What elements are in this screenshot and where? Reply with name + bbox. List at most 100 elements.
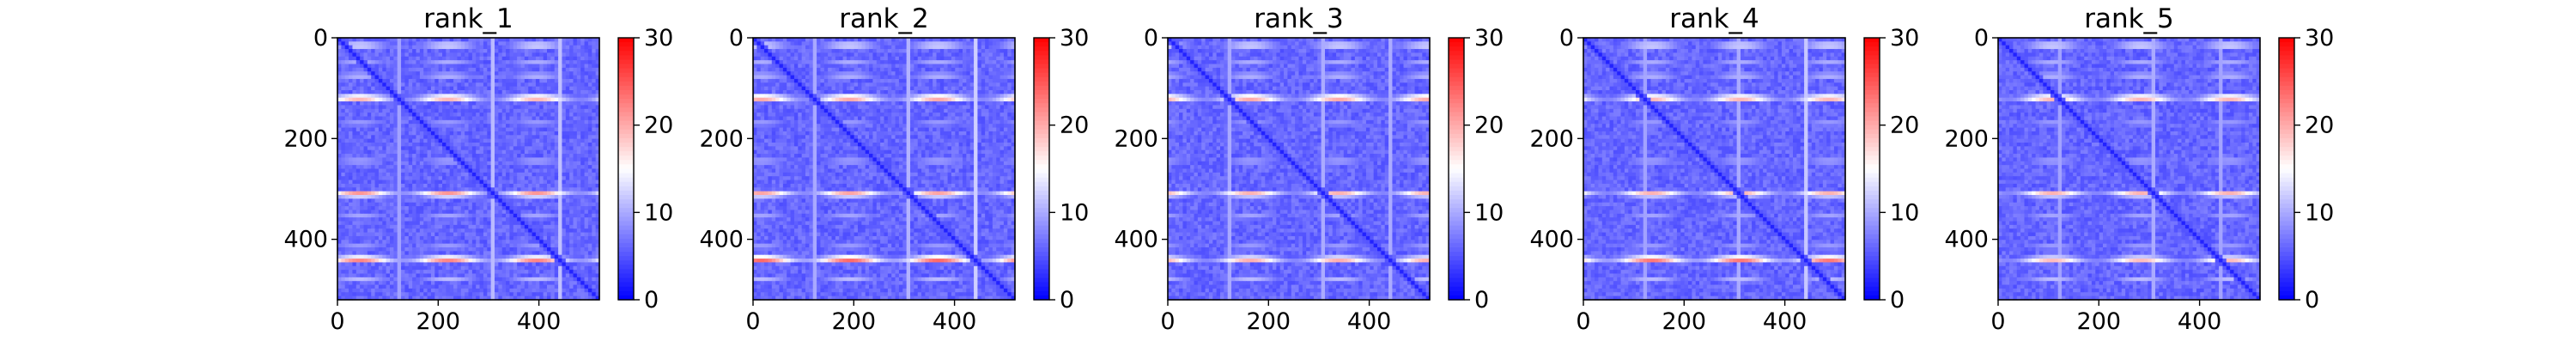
heatmap-cell — [495, 117, 499, 121]
heatmap-cell — [469, 154, 473, 158]
heatmap-cell — [428, 87, 432, 91]
heatmap-cell — [398, 289, 402, 293]
heatmap-cell — [574, 101, 578, 106]
heatmap-cell — [544, 180, 548, 185]
colorbar-segment — [618, 191, 634, 196]
heatmap-cell — [401, 49, 405, 53]
heatmap-cell — [517, 240, 521, 244]
heatmap-cell — [588, 292, 592, 296]
heatmap-cell — [442, 161, 447, 166]
heatmap-cell — [483, 98, 488, 102]
heatmap-cell — [521, 281, 526, 285]
heatmap-cell — [442, 266, 447, 271]
heatmap-cell — [360, 98, 364, 102]
heatmap-cell — [368, 113, 372, 117]
heatmap-cell — [446, 165, 450, 169]
heatmap-cell — [585, 247, 589, 252]
heatmap-cell — [434, 192, 439, 196]
heatmap-cell — [379, 135, 383, 139]
heatmap-cell — [513, 251, 518, 255]
heatmap-cell — [569, 94, 574, 98]
heatmap-cell — [345, 210, 349, 214]
heatmap-cell — [375, 184, 380, 188]
heatmap-cell — [495, 101, 499, 106]
heatmap-cell — [428, 131, 432, 136]
heatmap-cell — [390, 120, 394, 125]
heatmap-cell — [566, 274, 570, 278]
heatmap-cell — [412, 124, 416, 128]
heatmap-cell — [450, 109, 454, 113]
heatmap-cell — [420, 143, 424, 147]
heatmap-cell — [480, 173, 484, 177]
heatmap-cell — [416, 157, 421, 161]
heatmap-cell — [379, 203, 383, 207]
heatmap-cell — [558, 255, 562, 259]
heatmap-cell — [349, 187, 353, 192]
heatmap-cell — [398, 247, 402, 252]
heatmap-cell — [592, 281, 596, 285]
heatmap-cell — [412, 176, 416, 180]
heatmap-cell — [469, 259, 473, 263]
heatmap-cell — [483, 277, 488, 282]
heatmap-cell — [386, 259, 391, 263]
heatmap-cell — [352, 176, 356, 180]
heatmap-cell — [442, 57, 447, 61]
heatmap-cell — [412, 49, 416, 53]
heatmap-cell — [513, 244, 518, 248]
heatmap-cell — [431, 187, 435, 192]
heatmap-cell — [439, 233, 443, 237]
heatmap-cell — [506, 274, 510, 278]
heatmap-cell — [569, 184, 574, 188]
heatmap-cell — [371, 131, 375, 136]
heatmap-cell — [453, 195, 458, 199]
heatmap-cell — [517, 192, 521, 196]
heatmap-cell — [461, 143, 465, 147]
heatmap-cell — [525, 52, 529, 57]
heatmap-cell — [528, 128, 532, 132]
heatmap-cell — [592, 169, 596, 174]
heatmap-cell — [386, 195, 391, 199]
heatmap-cell — [525, 87, 529, 91]
heatmap-cell — [532, 244, 537, 248]
heatmap-cell — [550, 285, 555, 289]
heatmap-cell — [352, 236, 356, 240]
heatmap-cell — [461, 214, 465, 218]
heatmap-cell — [487, 251, 491, 255]
heatmap-cell — [349, 154, 353, 158]
heatmap-cell — [555, 180, 559, 185]
heatmap-cell — [585, 214, 589, 218]
heatmap-cell — [401, 198, 405, 203]
heatmap-cell — [487, 240, 491, 244]
heatmap-cell — [544, 247, 548, 252]
heatmap-cell — [386, 101, 391, 106]
heatmap-cell — [476, 187, 480, 192]
heatmap-cell — [498, 236, 502, 240]
heatmap-cell — [532, 198, 537, 203]
heatmap-cell — [555, 139, 559, 143]
heatmap-cell — [371, 217, 375, 222]
heatmap-cell — [393, 203, 398, 207]
heatmap-cell — [592, 236, 596, 240]
heatmap-cell — [428, 52, 432, 57]
heatmap-cell — [525, 82, 529, 87]
heatmap-cell — [428, 206, 432, 210]
heatmap-cell — [487, 150, 491, 155]
heatmap-cell — [536, 46, 540, 50]
heatmap-cell — [528, 113, 532, 117]
heatmap-cell — [588, 71, 592, 76]
heatmap-cell — [439, 90, 443, 94]
heatmap-cell — [461, 76, 465, 80]
heatmap-cell — [341, 180, 345, 185]
heatmap-cell — [502, 203, 507, 207]
colorbar-segment — [618, 222, 634, 227]
heatmap-cell — [472, 154, 477, 158]
heatmap-cell — [341, 52, 345, 57]
heatmap-cell — [398, 270, 402, 274]
heatmap-cell — [442, 187, 447, 192]
heatmap-cell — [457, 117, 461, 121]
heatmap-cell — [461, 192, 465, 196]
heatmap-cell — [345, 82, 349, 87]
heatmap-cell — [450, 217, 454, 222]
heatmap-cell — [345, 198, 349, 203]
heatmap-cell — [386, 173, 391, 177]
